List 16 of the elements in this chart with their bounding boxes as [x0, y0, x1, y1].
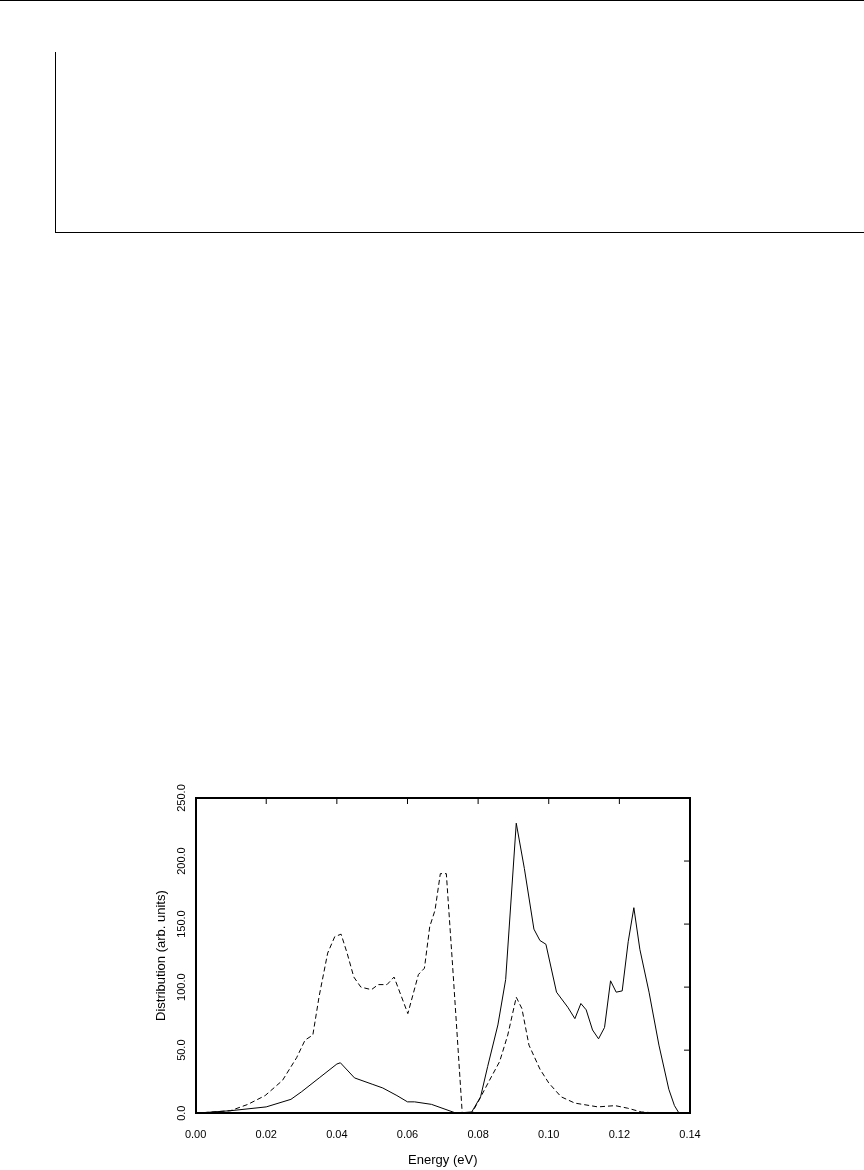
x-tick-label: 0.14 [679, 1127, 701, 1140]
y-tick-label: 0.0 [175, 1105, 188, 1121]
y-tick-label: 250.0 [175, 784, 188, 812]
y-tick-label: 150.0 [175, 910, 188, 938]
y-tick-label: 200.0 [175, 847, 188, 875]
x-axis-title: Energy (eV) [408, 1151, 478, 1167]
x-tick-label: 0.06 [396, 1127, 419, 1140]
x-tick-label: 0.04 [326, 1127, 348, 1140]
x-tick-label: 0.02 [255, 1127, 277, 1140]
y-tick-label: 100.0 [175, 973, 188, 1001]
x-tick-label: 0.10 [538, 1127, 560, 1140]
y-tick-label: 50.0 [175, 1039, 188, 1061]
x-tick-label: 0.00 [184, 1127, 207, 1140]
x-tick-label: 0.12 [608, 1127, 631, 1140]
y-axis-title: Distribution (arb. units) [153, 890, 169, 1021]
x-tick-label: 0.08 [467, 1127, 489, 1140]
